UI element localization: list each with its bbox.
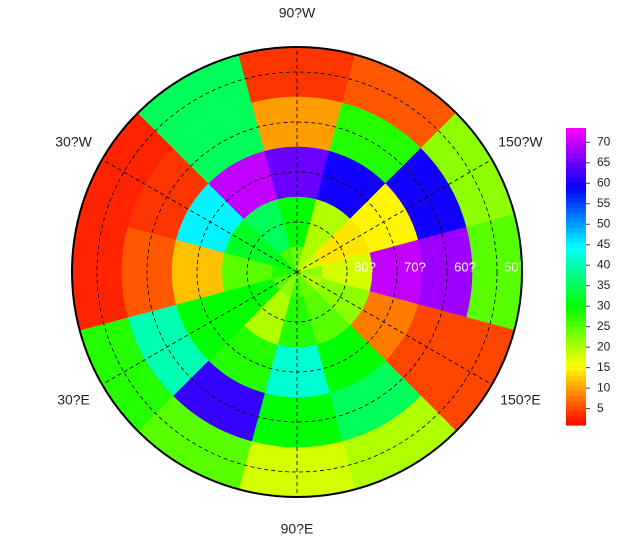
latitude-label: 70?	[404, 259, 426, 274]
longitude-label: 90?E	[281, 521, 314, 537]
latitude-label: 60?	[454, 259, 476, 274]
colorbar-label: 15	[597, 360, 611, 374]
longitude-label: 90?W	[279, 5, 316, 21]
colorbar-segment	[566, 266, 586, 273]
colorbar-segment	[566, 132, 586, 139]
colorbar-label: 20	[597, 339, 611, 353]
colorbar-segment	[566, 370, 586, 377]
latitude-label: 50?	[504, 259, 526, 274]
map-cell	[296, 253, 322, 273]
parallel	[96, 71, 498, 473]
colorbar-segment	[566, 236, 586, 243]
colorbar-segment	[566, 410, 586, 416]
colorbar-segment	[566, 301, 586, 307]
longitude-label: 30?W	[55, 134, 92, 150]
latitude-label: 80?	[354, 259, 376, 274]
colorbar-label: 70	[597, 135, 611, 149]
colorbar-segment	[566, 222, 586, 228]
colorbar-segment	[566, 128, 586, 134]
colorbar-label: 25	[597, 319, 611, 333]
map-overlay: 90?W 30?W 150?W 30?E 150?E 90?E 80? 70? 60? 50?	[55, 5, 543, 537]
colorbar-label: 55	[597, 196, 611, 210]
colorbar-segment	[566, 276, 586, 283]
colorbar-segment	[566, 291, 586, 297]
colorbar-segment	[566, 241, 586, 248]
colorbar-segment	[566, 256, 586, 263]
colorbar-segment	[566, 281, 586, 287]
colorbar-label: 5	[597, 401, 604, 415]
colorbar-segment	[566, 360, 586, 367]
parallel	[146, 121, 448, 423]
colorbar-segment	[566, 137, 586, 144]
colorbar-segment	[566, 187, 586, 193]
meridian	[296, 159, 493, 273]
colorbar-segment	[566, 286, 586, 292]
colorbar-segment	[566, 350, 586, 357]
colorbar-label: 35	[597, 278, 611, 292]
colorbar-segment	[566, 420, 586, 426]
colorbar-label: 50	[597, 216, 611, 230]
colorbar-segment	[566, 217, 586, 223]
colorbar-segment	[566, 152, 586, 159]
colorbar-segment	[566, 167, 586, 174]
colorbar-label: 45	[597, 237, 611, 251]
colorbar-segment	[566, 405, 586, 411]
colorbar-segment	[566, 192, 586, 198]
colorbar-segment	[566, 340, 586, 347]
colorbar-segment	[566, 321, 586, 327]
colorbar-segment	[566, 385, 586, 391]
colorbar-segment	[566, 177, 586, 184]
colorbar-segment	[566, 142, 586, 149]
colorbar-segment	[566, 202, 586, 208]
colorbar-segment	[566, 157, 586, 164]
parallel	[196, 171, 398, 373]
colorbar-segment	[566, 261, 586, 268]
colorbar-segment	[566, 415, 586, 421]
colorbar-segment	[566, 316, 586, 322]
colorbar-label: 60	[597, 175, 611, 189]
colorbar-segment	[566, 306, 586, 312]
longitude-label: 150?W	[498, 134, 543, 150]
colorbar-segment	[566, 335, 586, 342]
colorbar-segment	[566, 355, 586, 362]
colorbar-label: 40	[597, 257, 611, 271]
map-border	[71, 46, 523, 498]
colorbar-segment	[566, 172, 586, 179]
colorbar-segment	[566, 296, 586, 302]
colorbar-segment	[566, 400, 586, 406]
colorbar-segment	[566, 330, 586, 337]
colorbar-segment	[566, 365, 586, 372]
colorbar-segment	[566, 311, 586, 317]
colorbar-segment	[566, 212, 586, 218]
colorbar-segment	[566, 182, 586, 188]
colorbar-segment	[566, 207, 586, 213]
map-cell	[71, 213, 129, 331]
meridian	[101, 159, 298, 273]
colorbar-segment	[566, 271, 586, 278]
longitude-label: 150?E	[500, 392, 540, 408]
parallel	[246, 221, 348, 323]
colorbar-segment	[566, 251, 586, 258]
colorbar-segment	[566, 227, 586, 233]
colorbar-label: 10	[597, 380, 611, 394]
colorbar-segment	[566, 162, 586, 169]
meridian	[101, 271, 298, 385]
colorbar-segment	[566, 246, 586, 253]
meridian	[296, 271, 493, 385]
colorbar-segment	[566, 380, 586, 386]
colorbar-segment	[566, 375, 586, 382]
colorbar-label: 30	[597, 298, 611, 312]
colorbar-segment	[566, 197, 586, 203]
colorbar-segment	[566, 345, 586, 352]
colorbar-segment	[566, 326, 586, 332]
colorbar-segment	[566, 231, 586, 238]
colorbar-segment	[566, 390, 586, 396]
map-cell	[121, 226, 177, 318]
longitude-label: 30?E	[57, 392, 90, 408]
colorbar-segment	[566, 395, 586, 401]
colorbar-segment	[566, 147, 586, 154]
colorbar-label: 65	[597, 155, 611, 169]
